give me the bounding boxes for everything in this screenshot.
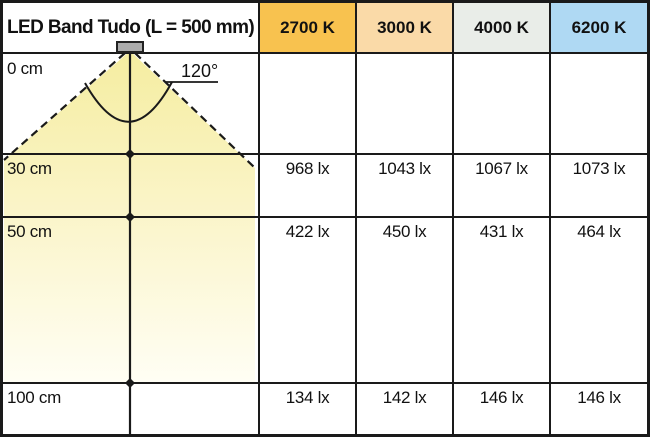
grid-line-col2 — [452, 3, 454, 434]
value-50cm-3000k: 450 lx — [382, 222, 427, 241]
value-100cm-4000k: 146 lx — [479, 388, 524, 407]
value-50cm-4000k: 431 lx — [479, 222, 524, 241]
grid-line-100cm — [3, 382, 647, 384]
grid-line-50cm — [3, 216, 647, 218]
row-label-30cm: 30 cm — [7, 159, 52, 178]
led-fixture-icon — [116, 41, 144, 53]
beam-diagram: 120° — [3, 41, 256, 434]
row-label-0cm: 0 cm — [7, 59, 43, 78]
measure-point-30cm — [125, 149, 135, 159]
page-title: LED Band Tudo (L = 500 mm) — [3, 3, 258, 52]
value-30cm-2700k: 968 lx — [285, 159, 330, 178]
grid-line-col1 — [355, 3, 357, 434]
row-label-100cm: 100 cm — [7, 388, 61, 407]
page-title-text: LED Band Tudo (L = 500 mm) — [7, 16, 255, 38]
value-30cm-6200k: 1073 lx — [572, 159, 626, 178]
column-header-3000k: 3000 K — [357, 3, 452, 52]
measure-point-100cm — [125, 378, 135, 388]
grid-line-col3 — [549, 3, 551, 434]
row-label-50cm: 50 cm — [7, 222, 52, 241]
column-header-6200k: 6200 K — [551, 3, 647, 52]
column-header-2700k: 2700 K — [260, 3, 355, 52]
measure-point-50cm — [125, 212, 135, 222]
beam-angle-label: 120° — [181, 61, 218, 81]
value-100cm-2700k: 134 lx — [285, 388, 330, 407]
value-100cm-6200k: 146 lx — [577, 388, 621, 407]
beam-edge-right — [134, 52, 256, 169]
beam-edge-left — [3, 52, 126, 161]
value-50cm-6200k: 464 lx — [577, 222, 621, 241]
grid-line-diagram-divider — [258, 3, 260, 434]
value-30cm-3000k: 1043 lx — [378, 159, 431, 178]
beam-distribution-arc — [84, 81, 173, 123]
value-100cm-3000k: 142 lx — [382, 388, 427, 407]
value-50cm-2700k: 422 lx — [285, 222, 330, 241]
grid-line-30cm — [3, 153, 647, 155]
column-header-4000k: 4000 K — [454, 3, 549, 52]
value-30cm-4000k: 1067 lx — [475, 159, 528, 178]
grid-line-header-bottom — [3, 52, 647, 54]
